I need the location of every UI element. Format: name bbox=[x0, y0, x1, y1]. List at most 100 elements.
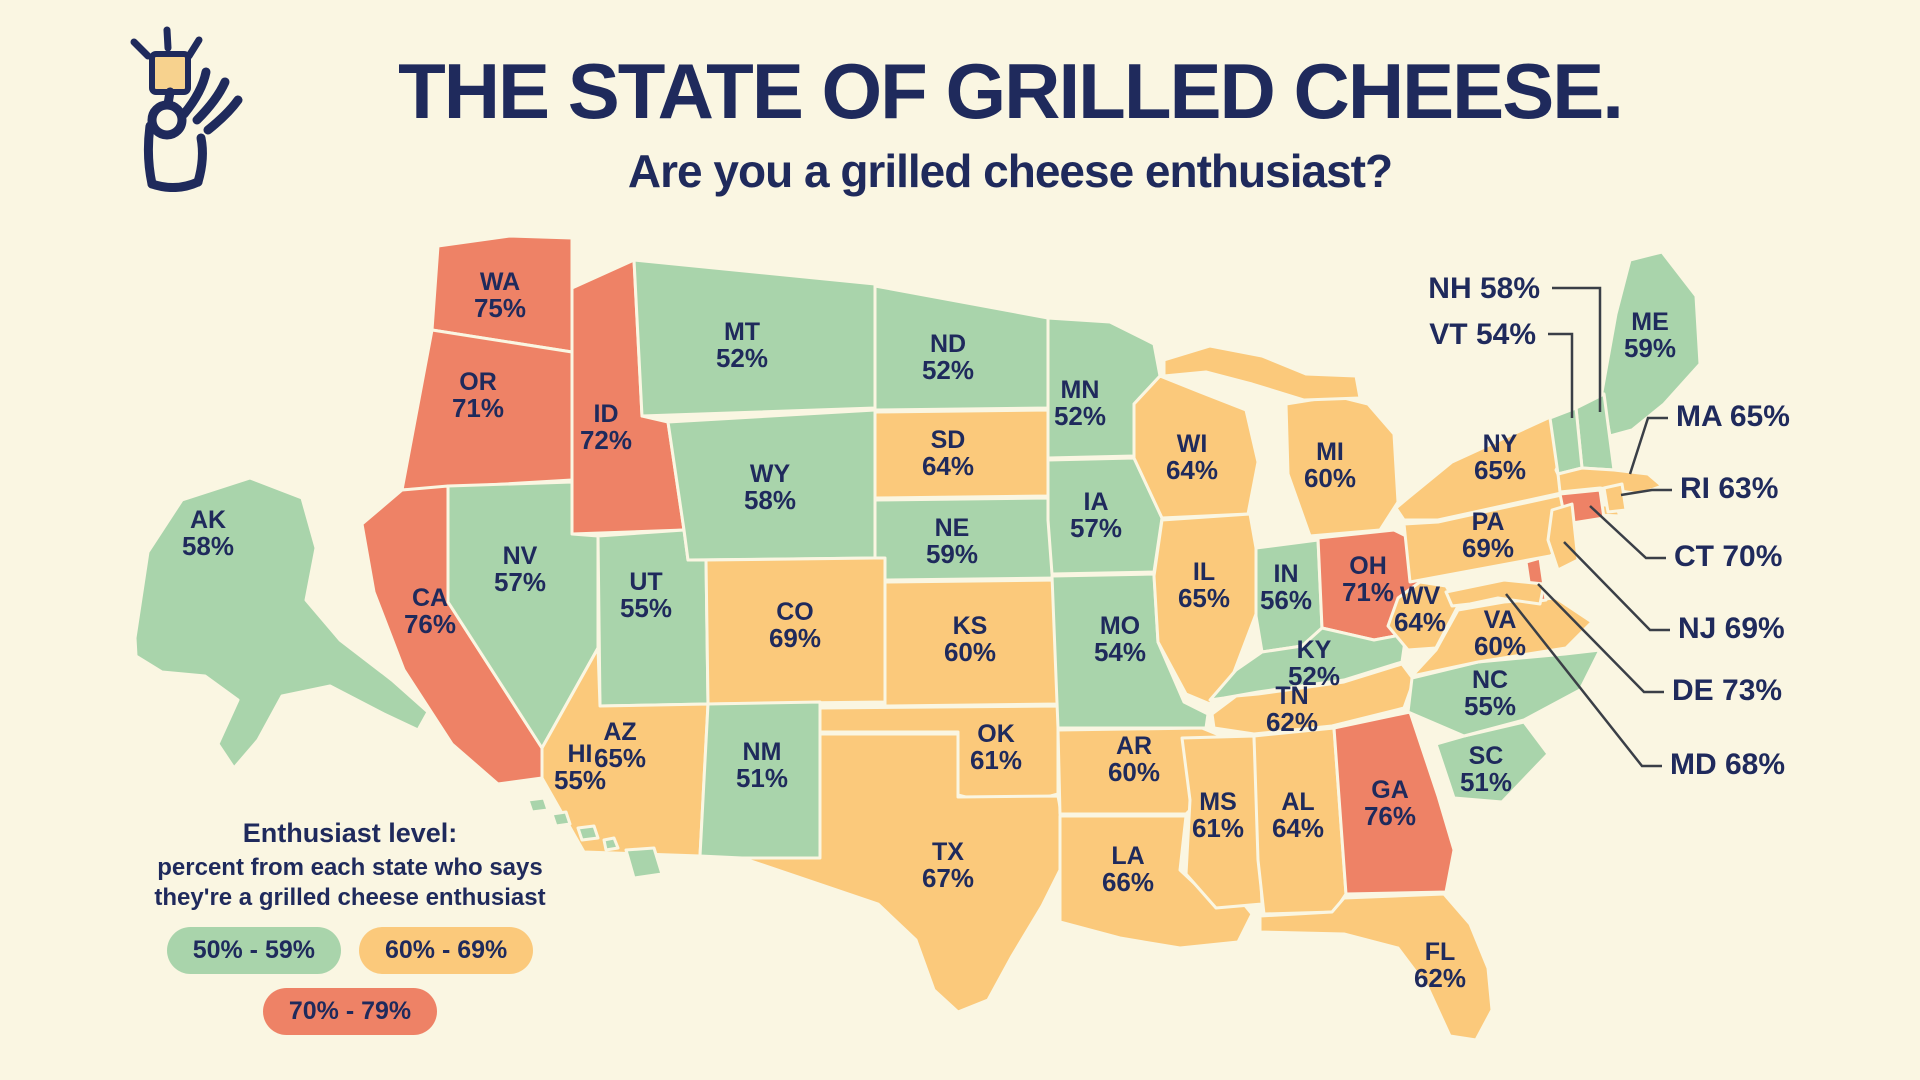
state-abbr-ak: AK bbox=[190, 506, 226, 534]
state-abbr-il: IL bbox=[1193, 558, 1215, 586]
state-shape-va bbox=[1410, 596, 1594, 678]
state-value-ca: 76% bbox=[404, 609, 456, 639]
state-abbr-me: ME bbox=[1631, 308, 1669, 336]
legend-bucket-orange: 60% - 69% bbox=[359, 927, 534, 974]
state-abbr-tx: TX bbox=[932, 838, 964, 866]
callout-line-ri bbox=[1620, 488, 1672, 497]
state-abbr-sc: SC bbox=[1469, 742, 1504, 770]
state-value-mt: 52% bbox=[716, 343, 768, 373]
state-value-sc: 51% bbox=[1460, 767, 1512, 797]
state-abbr-fl: FL bbox=[1425, 938, 1456, 966]
state-value-ok: 61% bbox=[970, 745, 1022, 775]
state-value-ms: 61% bbox=[1192, 813, 1244, 843]
state-value-nd: 52% bbox=[922, 355, 974, 385]
state-value-ar: 60% bbox=[1108, 757, 1160, 787]
callout-line-ct bbox=[1589, 505, 1666, 560]
state-value-co: 69% bbox=[769, 623, 821, 653]
state-value-or: 71% bbox=[452, 393, 504, 423]
state-abbr-ia: IA bbox=[1084, 488, 1109, 516]
callout-label-nj: NJ 69% bbox=[1678, 612, 1785, 645]
state-abbr-ky: KY bbox=[1297, 636, 1332, 664]
state-abbr-ar: AR bbox=[1116, 732, 1152, 760]
state-abbr-in: IN bbox=[1274, 560, 1299, 588]
state-value-pa: 69% bbox=[1462, 533, 1514, 563]
state-shape-pa bbox=[1402, 492, 1580, 584]
state-shape-hi bbox=[576, 824, 600, 842]
state-shape-hi bbox=[550, 810, 572, 828]
state-abbr-pa: PA bbox=[1472, 508, 1505, 536]
callout-line-md bbox=[1505, 593, 1662, 768]
state-shape-tx bbox=[740, 732, 1064, 1014]
hand-holding-grilled-cheese-icon bbox=[130, 26, 243, 192]
callout-label-nh: NH 58% bbox=[1428, 272, 1540, 305]
state-abbr-mo: MO bbox=[1100, 612, 1140, 640]
state-abbr-hi: HI bbox=[568, 740, 593, 768]
state-shape-fl bbox=[1258, 892, 1494, 1042]
state-value-ny: 65% bbox=[1474, 455, 1526, 485]
state-value-nc: 55% bbox=[1464, 691, 1516, 721]
state-shape-ky bbox=[1208, 626, 1408, 702]
state-shape-wv bbox=[1386, 580, 1460, 652]
state-abbr-az: AZ bbox=[603, 718, 636, 746]
logo bbox=[104, 20, 254, 197]
state-abbr-co: CO bbox=[776, 598, 814, 626]
state-abbr-ok: OK bbox=[977, 720, 1015, 748]
state-shape-me bbox=[1600, 250, 1702, 438]
state-value-va: 60% bbox=[1474, 631, 1526, 661]
state-value-ia: 57% bbox=[1070, 513, 1122, 543]
state-abbr-mi: MI bbox=[1316, 438, 1344, 466]
state-value-mo: 54% bbox=[1094, 637, 1146, 667]
state-abbr-id: ID bbox=[594, 400, 619, 428]
legend-bucket-green: 50% - 59% bbox=[166, 927, 341, 974]
state-abbr-nc: NC bbox=[1472, 666, 1508, 694]
state-value-ak: 58% bbox=[182, 531, 234, 561]
state-abbr-sd: SD bbox=[931, 426, 966, 454]
state-value-il: 65% bbox=[1178, 583, 1230, 613]
state-value-sd: 64% bbox=[922, 451, 974, 481]
state-abbr-nd: ND bbox=[930, 330, 966, 358]
state-abbr-ne: NE bbox=[935, 514, 970, 542]
state-abbr-or: OR bbox=[459, 368, 497, 396]
callout-line-ma bbox=[1628, 416, 1668, 475]
state-shape-md bbox=[1444, 578, 1546, 608]
hand-icon bbox=[143, 67, 243, 192]
state-abbr-tn: TN bbox=[1275, 682, 1308, 710]
page-title: THE STATE OF GRILLED CHEESE. bbox=[398, 47, 1624, 135]
callout-label-ct: CT 70% bbox=[1674, 540, 1782, 573]
legend-description-line1: percent from each state who says bbox=[157, 854, 543, 881]
state-value-wv: 64% bbox=[1394, 607, 1446, 637]
state-abbr-la: LA bbox=[1111, 842, 1144, 870]
state-abbr-ga: GA bbox=[1371, 776, 1409, 804]
state-value-tn: 62% bbox=[1266, 707, 1318, 737]
state-shape-wi bbox=[1132, 374, 1260, 520]
state-value-me: 59% bbox=[1624, 333, 1676, 363]
callout-line-nh bbox=[1552, 286, 1602, 412]
state-shape-ak bbox=[133, 476, 430, 770]
legend-title: Enthusiast level: bbox=[242, 818, 458, 848]
page-subtitle: Are you a grilled cheese enthusiast? bbox=[627, 145, 1393, 197]
state-shape-hi bbox=[624, 846, 664, 880]
state-value-hi: 55% bbox=[554, 765, 606, 795]
state-value-wa: 75% bbox=[474, 293, 526, 323]
state-value-ga: 76% bbox=[1364, 801, 1416, 831]
state-shape-hi bbox=[602, 836, 620, 852]
state-value-wy: 58% bbox=[744, 485, 796, 515]
state-value-wi: 64% bbox=[1166, 455, 1218, 485]
state-value-ut: 55% bbox=[620, 593, 672, 623]
state-value-ne: 59% bbox=[926, 539, 978, 569]
callout-line-vt bbox=[1548, 332, 1574, 418]
state-value-mn: 52% bbox=[1054, 401, 1106, 431]
state-abbr-al: AL bbox=[1281, 788, 1314, 816]
state-abbr-nm: NM bbox=[743, 738, 782, 766]
state-shape-nc bbox=[1406, 648, 1602, 738]
legend: Enthusiast level: percent from each stat… bbox=[148, 818, 552, 1035]
state-abbr-va: VA bbox=[1484, 606, 1517, 634]
callout-line-nj bbox=[1563, 541, 1670, 632]
state-abbr-ut: UT bbox=[629, 568, 662, 596]
state-value-oh: 71% bbox=[1342, 577, 1394, 607]
state-value-ky: 52% bbox=[1288, 661, 1340, 691]
state-value-mi: 60% bbox=[1304, 463, 1356, 493]
state-value-fl: 62% bbox=[1414, 963, 1466, 993]
state-abbr-mt: MT bbox=[724, 318, 760, 346]
